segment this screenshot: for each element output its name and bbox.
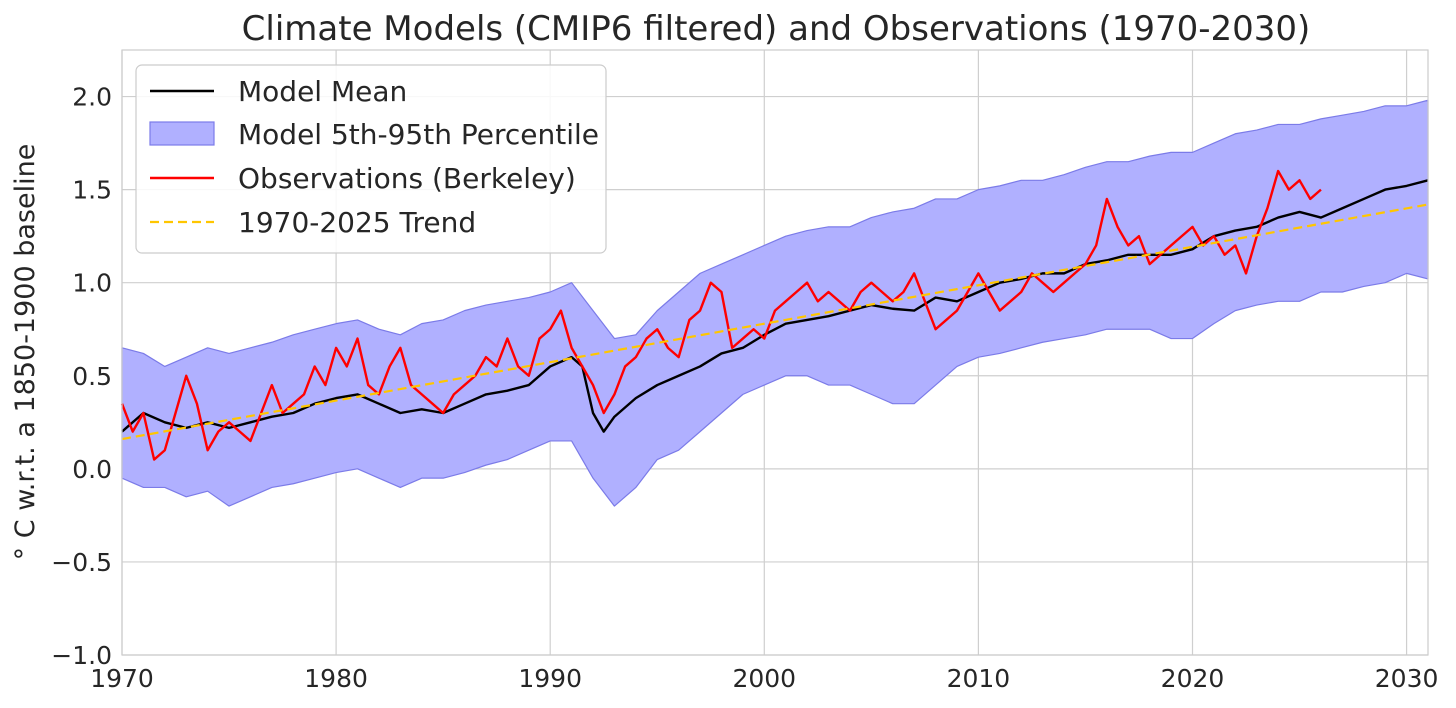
chart-title: Climate Models (CMIP6 filtered) and Obse… (242, 9, 1311, 49)
trend-line (121, 203, 1429, 441)
legend: Model Mean Model 5th-95th Percentile Obs… (135, 64, 607, 254)
x-tick-label: 1980 (304, 664, 368, 693)
y-tick-label: 2.0 (72, 83, 112, 112)
y-tick-label: 1.5 (72, 176, 112, 205)
x-tick-label: 2000 (732, 664, 796, 693)
series-lines-layer (120, 169, 1429, 461)
y-tick-label: −1.0 (51, 641, 112, 670)
y-axis-label: ° C w.r.t. a 1850-1900 baseline (10, 144, 41, 561)
plot-frame (121, 49, 1429, 656)
y-tick-label: 0.5 (72, 362, 112, 391)
x-tick-label: 2030 (1375, 664, 1439, 693)
legend-label-model-band: Model 5th-95th Percentile (238, 118, 599, 151)
legend-label-model-mean: Model Mean (238, 75, 407, 108)
model-mean-line (121, 179, 1429, 433)
legend-swatch-model-band (149, 121, 215, 146)
x-tick-label: 1970 (90, 664, 154, 693)
x-tick-label: 2020 (1161, 664, 1225, 693)
legend-box (135, 64, 607, 254)
y-tick-label: 0.0 (72, 455, 112, 484)
y-tick-label: 1.0 (72, 269, 112, 298)
legend-label-trend: 1970-2025 Trend (238, 206, 476, 239)
x-tick-label: 1990 (518, 664, 582, 693)
y-tick-label: −0.5 (51, 548, 112, 577)
x-tick-label: 2010 (947, 664, 1011, 693)
observations-line (120, 169, 1322, 461)
tick-labels: 1970 1980 1990 2000 2010 2020 2030 −1.0 −0.5 0.0 0… (51, 83, 1438, 693)
legend-label-observations: Observations (Berkeley) (238, 162, 576, 195)
